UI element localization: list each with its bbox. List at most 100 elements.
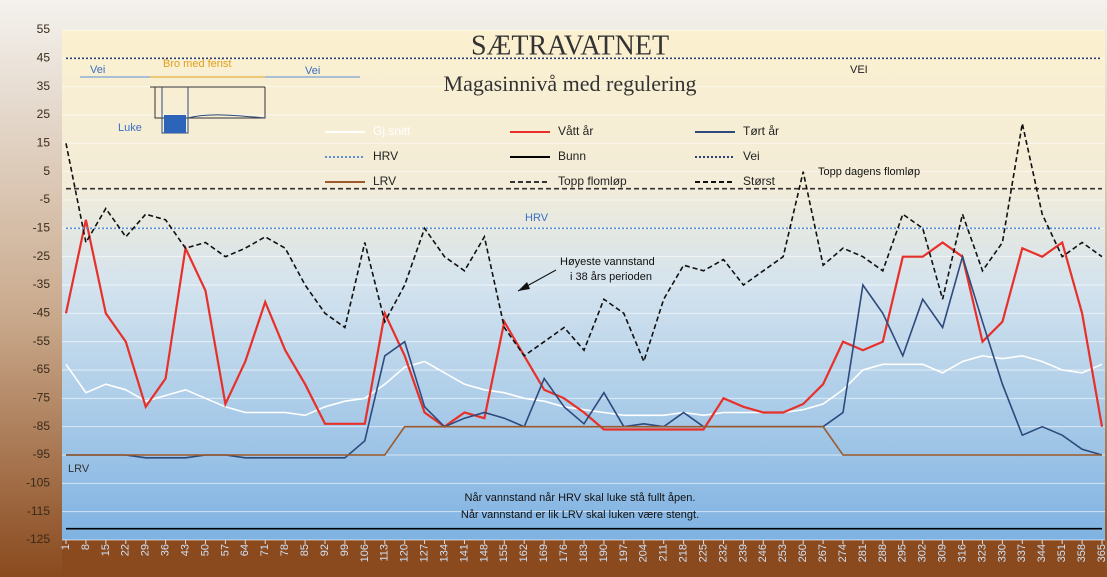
x-tick-label: 183: [578, 544, 590, 562]
x-tick-label: 141: [458, 544, 470, 562]
arrow-head: [518, 282, 530, 291]
legend-label: Størst: [743, 174, 776, 188]
y-tick-label: -55: [33, 334, 51, 348]
water-line: [187, 114, 266, 119]
x-tick-label: 330: [996, 544, 1008, 562]
x-tick-label: 50: [199, 544, 211, 556]
x-tick-label: 169: [538, 544, 550, 562]
x-tick-label: 260: [797, 544, 809, 562]
x-tick-label: 1: [60, 544, 72, 550]
x-tick-label: 232: [717, 544, 729, 562]
annotation: HRV: [525, 212, 549, 224]
x-tick-label: 106: [359, 544, 371, 562]
x-tick-label: 99: [339, 544, 351, 556]
x-tick-label: 309: [937, 544, 949, 562]
legend-label: Gj.snitt: [373, 124, 411, 138]
annotation: Luke: [118, 122, 142, 134]
x-tick-label: 155: [498, 544, 510, 562]
series-line: [66, 425, 1102, 456]
series-line: [65, 123, 1103, 364]
x-tick-label: 288: [877, 544, 889, 562]
y-tick-label: -35: [33, 277, 51, 291]
y-tick-label: 45: [37, 51, 51, 65]
annotation: Bro med ferist: [163, 58, 231, 70]
x-tick-label: 197: [618, 544, 630, 562]
x-tick-label: 344: [1036, 544, 1048, 562]
x-tick-label: 239: [737, 544, 749, 562]
annotation: Høyeste vannstand: [560, 256, 655, 268]
bridge-diagram: [80, 76, 360, 134]
x-tick-label: 316: [956, 544, 968, 562]
x-tick-label: 274: [837, 544, 849, 562]
x-tick-label: 78: [279, 544, 291, 556]
x-tick-label: 358: [1076, 544, 1088, 562]
y-tick-label: -105: [26, 476, 50, 490]
legend-label: LRV: [373, 174, 396, 188]
y-tick-label: 55: [37, 22, 51, 36]
y-tick-label: -85: [33, 419, 51, 433]
gate: [164, 115, 186, 133]
x-tick-label: 351: [1056, 544, 1068, 562]
x-tick-label: 127: [419, 544, 431, 562]
x-tick-label: 113: [379, 544, 391, 562]
y-tick-label: -75: [33, 391, 51, 405]
x-tick-label: 295: [897, 544, 909, 562]
annotation: Topp dagens flomløp: [818, 166, 920, 178]
x-tick-label: 246: [757, 544, 769, 562]
legend-label: Vei: [743, 149, 760, 163]
x-tick-label: 134: [438, 544, 450, 562]
series-line: [65, 354, 1103, 417]
annotation: Vei: [305, 65, 320, 77]
x-tick-label: 253: [777, 544, 789, 562]
legend-label: Tørt år: [743, 124, 779, 138]
x-tick-label: 323: [976, 544, 988, 562]
x-tick-label: 337: [1016, 544, 1028, 562]
y-tick-label: -65: [33, 362, 51, 376]
x-tick-label: 57: [219, 544, 231, 556]
y-tick-label: 5: [43, 164, 50, 178]
note: Når vannstand når HRV skal luke stå full…: [465, 492, 696, 504]
chart-title: SÆTRAVATNET: [471, 30, 669, 61]
y-tick-label: 15: [37, 136, 51, 150]
legend-label: Topp flomløp: [558, 174, 627, 188]
x-tick-label: 64: [239, 544, 251, 556]
x-tick-label: 218: [678, 544, 690, 562]
y-tick-label: 35: [37, 79, 51, 93]
x-tick-label: 22: [120, 544, 132, 556]
annotation: LRV: [68, 463, 90, 475]
y-tick-label: -45: [33, 306, 51, 320]
x-tick-label: 36: [160, 544, 172, 556]
x-tick-label: 85: [299, 544, 311, 556]
x-tick-label: 211: [658, 544, 670, 562]
series-line: [64, 219, 1104, 431]
x-tick-label: 204: [638, 544, 650, 562]
x-tick-label: 267: [817, 544, 829, 562]
x-tick-label: 190: [598, 544, 610, 562]
x-tick-label: 15: [100, 544, 112, 556]
legend-label: HRV: [373, 149, 398, 163]
x-tick-label: 225: [697, 544, 709, 562]
legend-label: Vått år: [558, 124, 593, 138]
x-tick-label: 176: [558, 544, 570, 562]
x-tick-label: 365: [1096, 544, 1107, 562]
series-line: [66, 253, 1103, 459]
x-axis-band: [62, 540, 1105, 577]
y-tick-label: -15: [33, 221, 51, 235]
x-tick-label: 8: [80, 544, 92, 550]
y-tick-label: -25: [33, 249, 51, 263]
legend-label: Bunn: [558, 149, 586, 163]
x-tick-label: 302: [917, 544, 929, 562]
x-tick-label: 281: [857, 544, 869, 562]
note: Når vannstand er lik LRV skal luken være…: [461, 509, 699, 521]
bridge-outline: [154, 87, 266, 119]
annotation: Vei: [90, 64, 105, 76]
x-tick-label: 43: [179, 544, 191, 556]
y-tick-label: -95: [33, 447, 51, 461]
y-tick-label: 25: [37, 107, 51, 121]
y-tick-label: -5: [39, 192, 50, 206]
x-tick-label: 71: [259, 544, 271, 556]
x-tick-label: 29: [140, 544, 152, 556]
x-tick-label: 148: [478, 544, 490, 562]
